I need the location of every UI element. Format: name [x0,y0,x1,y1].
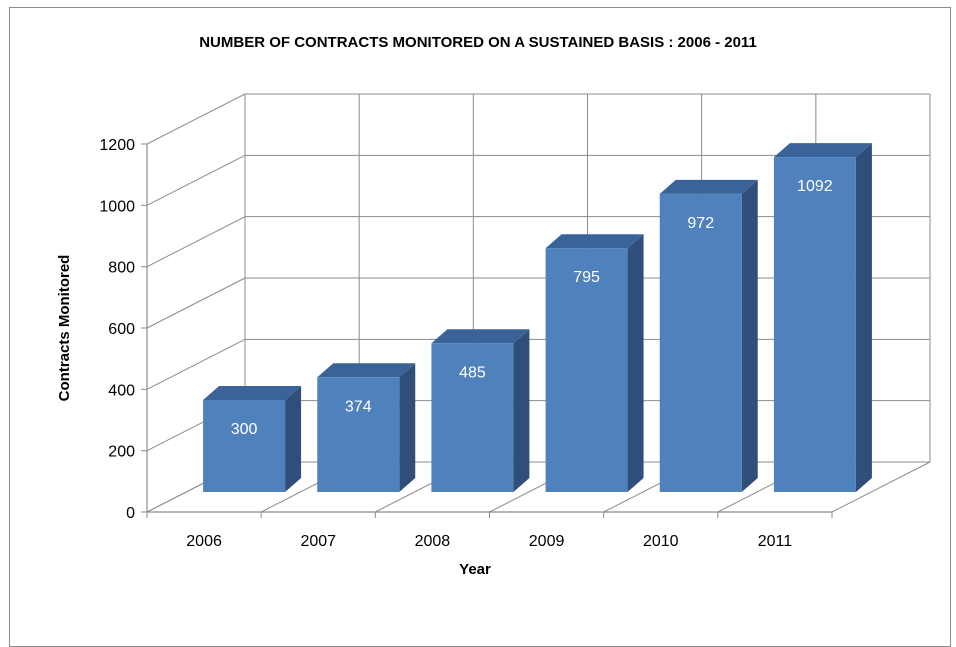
x-tick-label: 2008 [415,533,451,550]
x-tick-label: 2006 [186,533,222,550]
bar-top [659,179,758,194]
gridline-side [146,338,246,390]
data-labels: 300 374 485 795 972 1092 [231,178,833,438]
bar-2007 [317,363,416,492]
x-axis-label: Year [459,561,491,578]
bar-side [627,234,644,492]
y-tick-label: 600 [108,321,135,338]
bar-top [203,386,302,400]
data-label: 972 [687,215,714,232]
x-tick-label: 2011 [758,533,793,550]
y-tick-label: 800 [108,260,135,277]
chart-title: NUMBER OF CONTRACTS MONITORED ON A SUSTA… [199,34,757,51]
bar-top [431,329,530,344]
data-label: 795 [573,269,600,286]
bar-side [285,386,302,492]
x-tick-label: 2007 [300,533,336,550]
bar-top [773,143,872,158]
gridline-side [146,93,246,145]
bar-side [513,329,530,492]
data-label: 300 [231,421,258,438]
bar-front [317,377,400,492]
bar-2009 [545,234,644,492]
y-tick-label: 200 [108,444,135,461]
y-axis-label: Contracts Monitored [56,255,73,402]
bar-2008 [431,329,530,492]
bar-top [545,234,644,249]
x-tick-labels: 2006 2007 2008 2009 2010 2011 [186,533,792,550]
bar-front [659,193,742,493]
y-tick-labels: 0 200 400 600 800 1000 1200 [99,137,135,522]
y-tick-label: 400 [108,382,135,399]
data-label: 1092 [797,178,833,195]
gridline-side [146,154,246,206]
bar-2011 [773,143,872,492]
y-tick-label: 1000 [99,198,135,215]
bar-side [399,363,416,492]
bar-front [545,248,628,492]
bar-side [741,179,758,493]
data-label: 485 [459,364,486,381]
bars [203,143,872,493]
bar-front [203,400,286,492]
floor-gridline [831,461,931,513]
gridline-side [146,216,246,268]
x-tick-label: 2010 [643,533,679,550]
bar-2010 [659,179,758,493]
bar-top [317,363,416,378]
x-tick-label: 2009 [529,533,565,550]
data-label: 374 [345,398,372,415]
bar-side [855,143,872,492]
y-tick-label: 1200 [99,137,135,154]
gridline-side [146,277,246,329]
y-tick-label: 0 [126,505,135,522]
bar-front [431,343,514,492]
bar-front [773,157,856,492]
bar-2006 [203,386,302,492]
